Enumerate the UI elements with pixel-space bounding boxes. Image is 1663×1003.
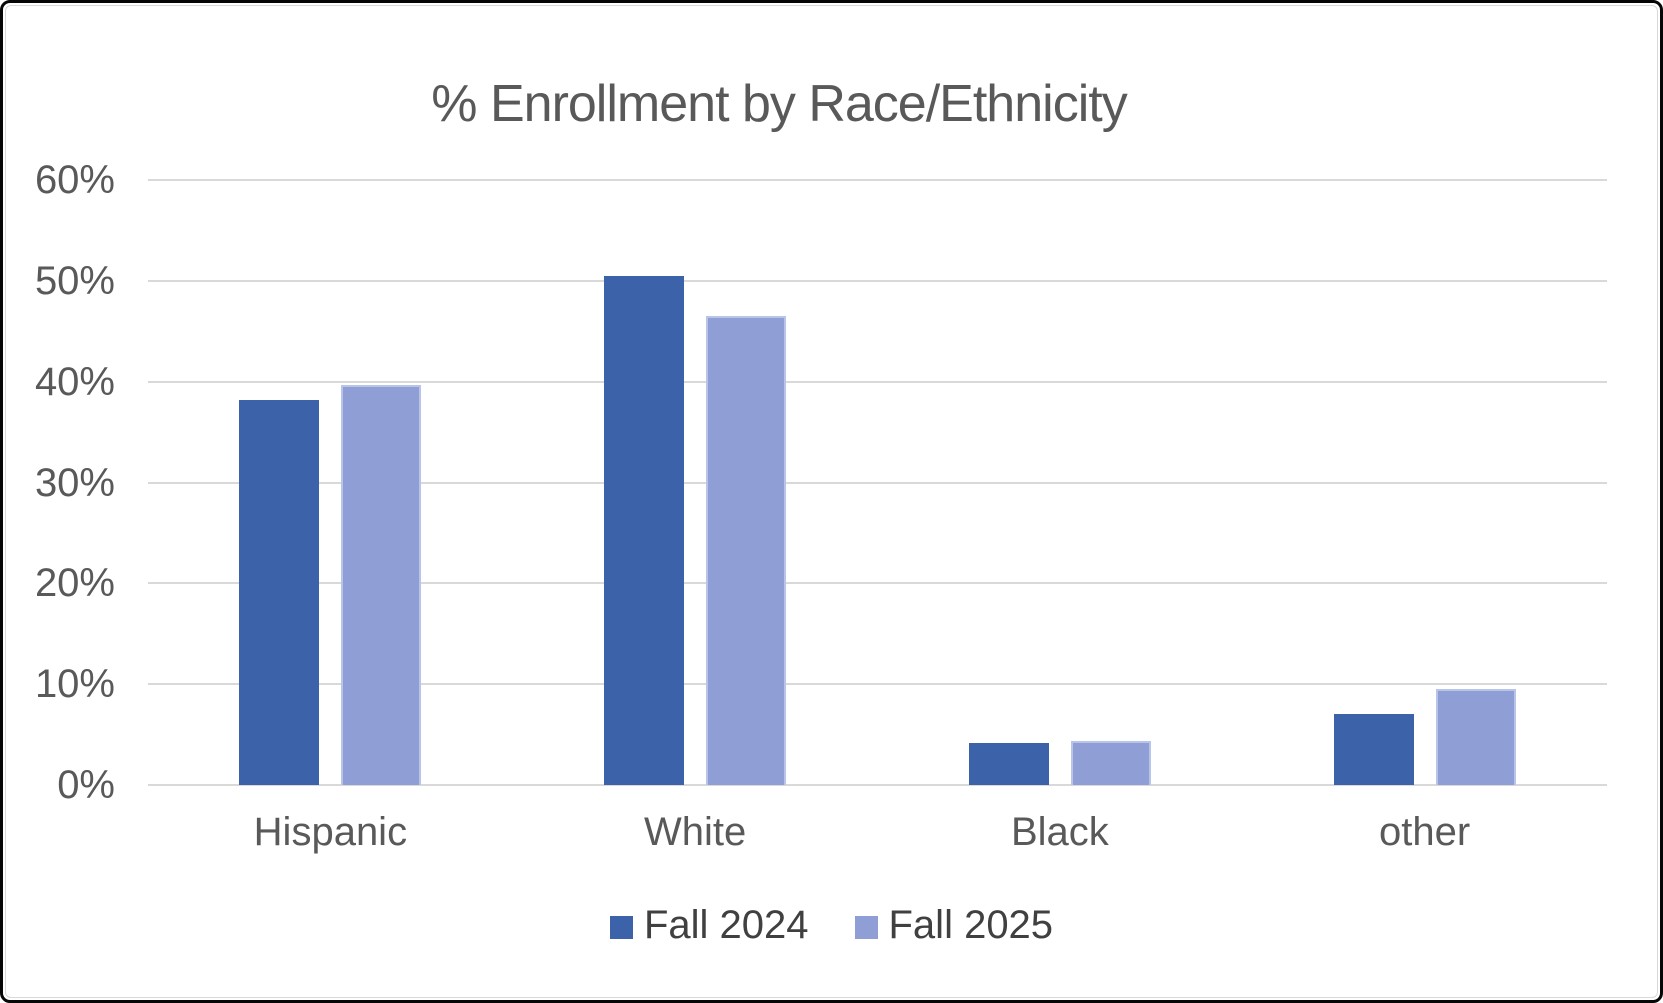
plot-area: [148, 179, 1607, 786]
y-tick-label-40: 40%: [34, 359, 115, 404]
legend-swatch-fall-2025: [854, 915, 878, 939]
x-axis-label-other: other: [1379, 810, 1471, 854]
y-tick-label-10: 10%: [34, 662, 115, 707]
gridline-0: [148, 784, 1607, 786]
legend-label-fall-2024: Fall 2024: [643, 903, 809, 947]
bar-hispanic-fall-2025: [341, 384, 422, 785]
legend-item-fall-2025: Fall 2025: [854, 902, 1054, 948]
gridline-20: [148, 582, 1607, 585]
gridline-50: [148, 279, 1607, 282]
y-tick-label-60: 60%: [34, 158, 115, 202]
gridline-60: [148, 179, 1607, 181]
x-axis-label-black: Black: [1010, 810, 1109, 854]
legend-label-fall-2025: Fall 2025: [888, 903, 1054, 947]
x-axis-label-white: White: [644, 810, 747, 854]
y-tick-label-20: 20%: [34, 561, 115, 606]
y-tick-label-30: 30%: [34, 460, 115, 505]
gridline-30: [148, 481, 1607, 484]
bar-other-fall-2025: [1435, 689, 1516, 785]
gridline-10: [148, 683, 1607, 686]
bar-black-fall-2024: [968, 742, 1049, 785]
bar-hispanic-fall-2024: [239, 399, 320, 785]
bar-white-fall-2024: [604, 275, 685, 785]
legend-item-fall-2024: Fall 2024: [609, 902, 809, 948]
bar-other-fall-2024: [1333, 714, 1414, 785]
legend-swatch-fall-2024: [609, 915, 633, 939]
x-axis-label-hispanic: Hispanic: [253, 810, 408, 854]
chart-title: % Enrollment by Race/Ethnicity: [431, 75, 1127, 133]
bar-white-fall-2025: [706, 316, 787, 785]
bar-black-fall-2025: [1070, 740, 1151, 785]
y-tick-label-50: 50%: [34, 258, 115, 303]
legend: Fall 2024 Fall 2025: [3, 902, 1660, 948]
y-tick-label-0: 0%: [57, 763, 115, 807]
gridline-40: [148, 380, 1607, 383]
